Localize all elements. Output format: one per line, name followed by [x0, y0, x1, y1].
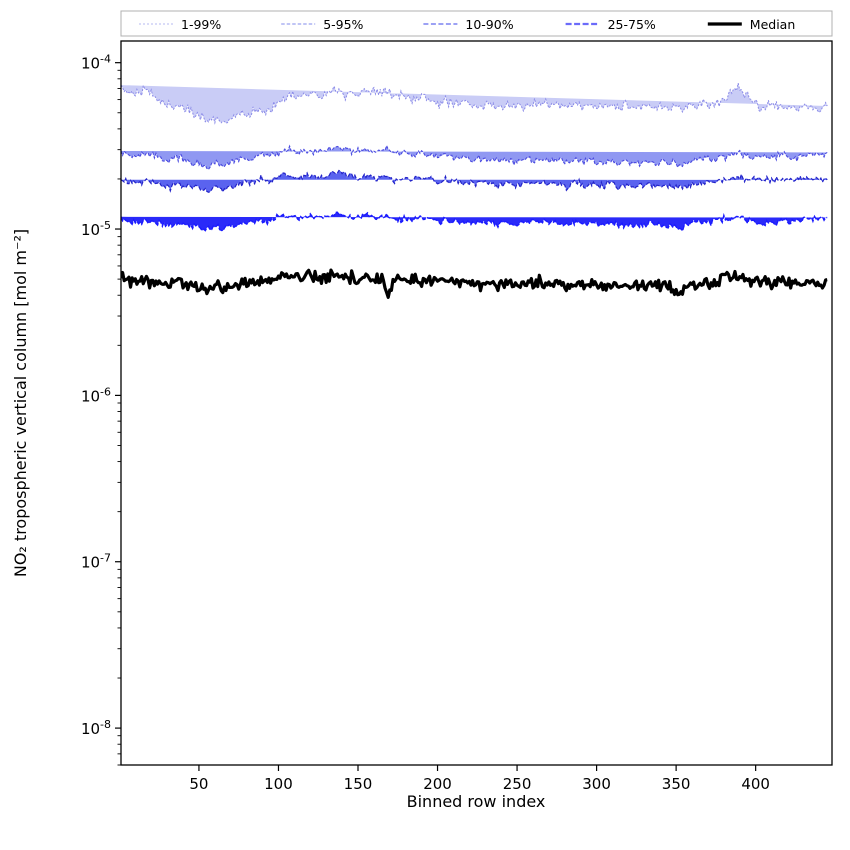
- x-axis-label: Binned row index: [407, 792, 546, 811]
- edge-10-90-upper: [121, 169, 828, 194]
- legend-label: Median: [750, 17, 795, 32]
- plot-area: [120, 40, 833, 766]
- chart-legend: 1-99% 5-95% 10-90% 25-75% Median: [120, 10, 833, 37]
- y-tick-label: 10-7: [81, 552, 111, 572]
- x-tick-label: 50: [189, 775, 208, 793]
- x-tick-label: 200: [423, 775, 452, 793]
- median-line: [121, 268, 828, 299]
- y-tick-label: 10-5: [81, 219, 111, 239]
- x-tick-label: 300: [582, 775, 611, 793]
- y-tick-label: 10-6: [81, 385, 111, 405]
- x-tick-label: 400: [741, 775, 770, 793]
- band-25-75: [121, 212, 828, 232]
- legend-label: 10-90%: [465, 17, 513, 32]
- x-tick-label: 350: [662, 775, 691, 793]
- y-axis-ticks: 10-4 10-5 10-6 10-7 10-8: [81, 53, 121, 766]
- y-tick-label: 10-8: [81, 718, 111, 738]
- y-tick-label: 10-4: [81, 53, 111, 73]
- edge-5-95-upper: [121, 144, 828, 171]
- edge-1-99-upper: [121, 83, 828, 125]
- band-1-99: [121, 83, 828, 124]
- legend-label: 25-75%: [608, 17, 656, 32]
- band-5-95: [121, 145, 828, 170]
- legend-label: 5-95%: [323, 17, 363, 32]
- x-axis-ticks: 50 100 150 200 250 300 350 400: [189, 765, 770, 793]
- x-tick-label: 150: [344, 775, 373, 793]
- edge-25-75-upper: [121, 211, 828, 233]
- x-tick-label: 100: [264, 775, 293, 793]
- x-tick-label: 250: [503, 775, 532, 793]
- plot-background: [121, 41, 832, 765]
- band-10-90: [121, 170, 828, 193]
- y-axis-label: NO₂ tropospheric vertical column [mol m⁻…: [11, 229, 30, 577]
- legend-label: 1-99%: [181, 17, 221, 32]
